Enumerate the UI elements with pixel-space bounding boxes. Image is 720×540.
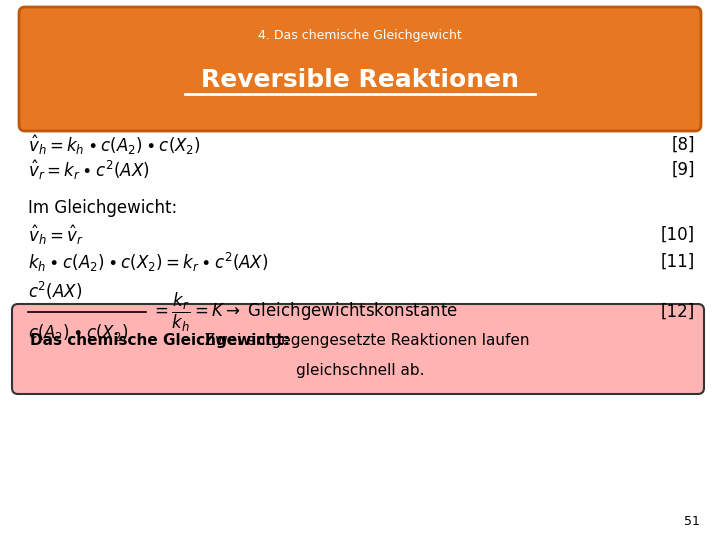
Text: $k_h \bullet c(A_2) \bullet c(X_2) = k_r \bullet c^2(AX)$: $k_h \bullet c(A_2) \bullet c(X_2) = k_r… (28, 251, 269, 274)
Text: $\hat{v}_r = k_r \bullet c^2(AX)$: $\hat{v}_r = k_r \bullet c^2(AX)$ (28, 158, 150, 182)
Text: Reversible Reaktionen: Reversible Reaktionen (201, 68, 519, 92)
Text: [9]: [9] (672, 161, 695, 179)
Text: [11]: [11] (661, 253, 695, 271)
Text: $\hat{v}_h = k_h \bullet c(A_2) \bullet c(X_2)$: $\hat{v}_h = k_h \bullet c(A_2) \bullet … (28, 133, 201, 157)
Text: Zwei entgegengesetzte Reaktionen laufen: Zwei entgegengesetzte Reaktionen laufen (200, 333, 529, 348)
FancyBboxPatch shape (12, 304, 704, 394)
Text: [10]: [10] (661, 226, 695, 244)
Text: 4. Das chemische Gleichgewicht: 4. Das chemische Gleichgewicht (258, 29, 462, 42)
Text: Im Gleichgewicht:: Im Gleichgewicht: (28, 199, 177, 217)
Text: Das chemische Gleichgewicht:: Das chemische Gleichgewicht: (30, 333, 290, 348)
Text: $c^2(AX)$: $c^2(AX)$ (28, 280, 82, 302)
Text: $c(A_2) \bullet c(X_2)$: $c(A_2) \bullet c(X_2)$ (28, 322, 128, 343)
Text: 51: 51 (684, 515, 700, 528)
FancyBboxPatch shape (19, 7, 701, 131)
Text: $= \dfrac{k_r}{k_h} = K \rightarrow$ Gleichgewichtskonstante: $= \dfrac{k_r}{k_h} = K \rightarrow$ Gle… (151, 291, 458, 334)
Text: [12]: [12] (661, 303, 695, 321)
Text: $\hat{v}_h = \hat{v}_r$: $\hat{v}_h = \hat{v}_r$ (28, 223, 84, 247)
Text: gleichschnell ab.: gleichschnell ab. (296, 362, 424, 377)
Text: [8]: [8] (672, 136, 695, 154)
